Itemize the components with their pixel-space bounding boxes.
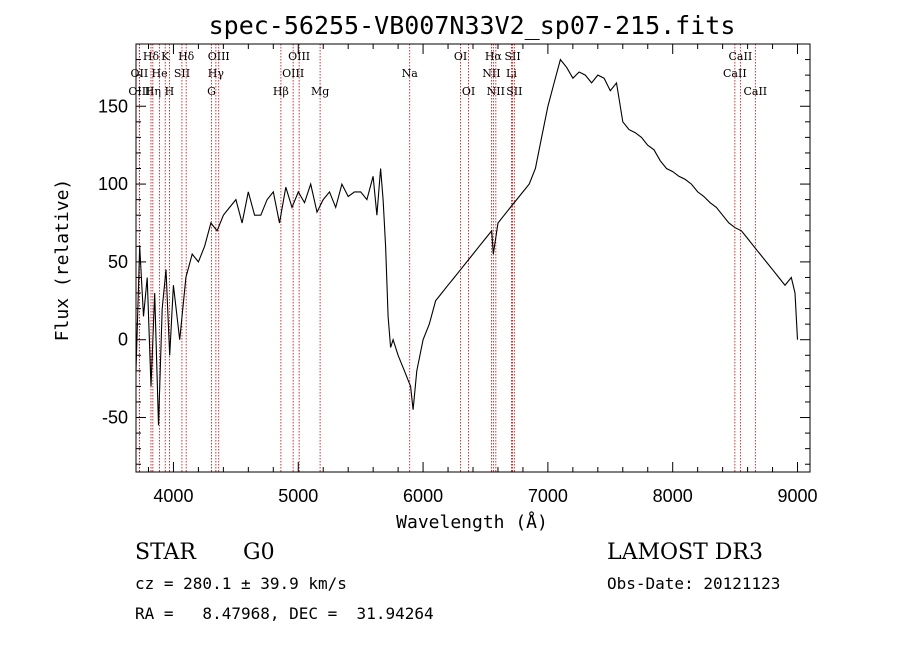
redshift-cz: cz = 280.1 ± 39.9 km/s <box>135 574 347 593</box>
line-label-12: Hγ <box>208 67 225 80</box>
line-label-17: CaII <box>723 67 747 80</box>
line-label-14: Na <box>402 67 419 80</box>
y-tick-label-3: 100 <box>98 174 128 194</box>
line-label-27: CaII <box>743 85 767 98</box>
line-label-13: OIII <box>282 67 304 80</box>
x-axis-label: Wavelength (Å) <box>396 511 548 533</box>
line-label-2: Hδ <box>178 50 195 63</box>
line-label-6: Hα <box>485 50 503 63</box>
line-label-21: G <box>207 85 216 98</box>
x-tick-label-2: 6000 <box>403 486 443 506</box>
line-label-20: H <box>165 85 175 98</box>
chart-title: spec-56255-VB007N33V2_sp07-215.fits <box>209 11 736 40</box>
x-tick-label-5: 9000 <box>777 486 817 506</box>
plot-frame <box>135 43 811 473</box>
line-label-18: OIII <box>128 85 150 98</box>
observation-date: Obs-Date: 20121123 <box>607 574 781 593</box>
y-tick-label-4: 150 <box>98 96 128 116</box>
spectrum-line <box>135 58 799 426</box>
line-label-8: CaII <box>729 50 753 63</box>
object-subclass: G0 <box>243 540 275 565</box>
y-axis-label: Flux (relative) <box>52 179 73 342</box>
emission-line-markers <box>138 44 756 472</box>
survey-name: LAMOST DR3 <box>607 540 763 565</box>
x-tick-label-1: 5000 <box>278 486 318 506</box>
line-label-10: He <box>152 67 168 80</box>
line-label-19: Hη <box>145 85 161 98</box>
x-tick-label-0: 4000 <box>153 486 193 506</box>
y-axis-ticks: -50 0 50 100 150 <box>98 59 810 465</box>
line-label-16: Li <box>506 67 517 80</box>
x-tick-label-3: 7000 <box>528 486 568 506</box>
line-label-0: Hδ <box>143 50 160 63</box>
coordinates: RA = 8.47968, DEC = 31.94264 <box>135 604 434 623</box>
line-label-23: Mg <box>311 85 329 98</box>
line-label-15: NII <box>482 67 500 80</box>
line-label-24: OI <box>462 85 475 98</box>
y-tick-label-0: -50 <box>102 408 128 428</box>
x-tick-label-4: 8000 <box>653 486 693 506</box>
object-class: STAR <box>135 540 196 565</box>
line-label-3: OIII <box>208 50 230 63</box>
line-label-7: SII <box>504 50 520 63</box>
line-label-5: OI <box>454 50 467 63</box>
line-label-1: K <box>161 50 170 63</box>
y-tick-label-2: 50 <box>108 252 128 272</box>
line-label-25: NII <box>487 85 505 98</box>
y-tick-label-1: 0 <box>118 330 128 350</box>
line-label-11: SII <box>174 67 190 80</box>
line-label-9: OII <box>131 67 149 80</box>
line-label-22: Hβ <box>273 85 289 98</box>
line-label-4: OIII <box>288 50 310 63</box>
x-axis-ticks: 4000 5000 6000 7000 8000 9000 <box>147 44 818 506</box>
line-label-26: SII <box>506 85 522 98</box>
